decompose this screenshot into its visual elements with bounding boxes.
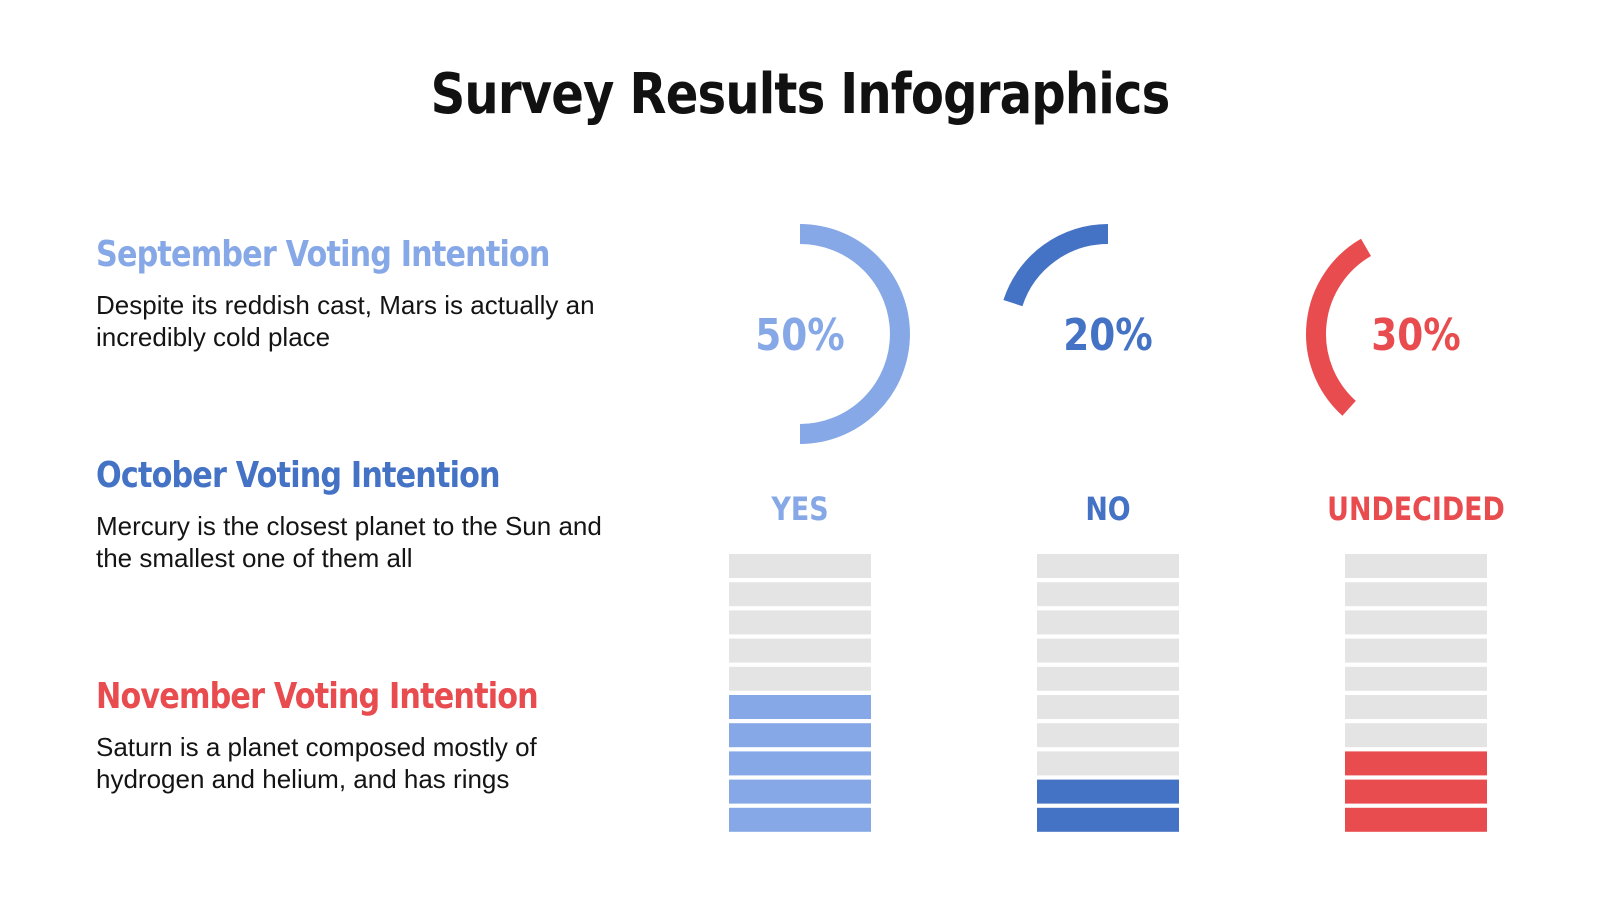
intention-november: November Voting Intention Saturn is a pl… (96, 676, 616, 795)
bar-segment-empty (1345, 695, 1487, 719)
page-title: Survey Results Infographics (430, 62, 1171, 127)
bar-segment-empty (1037, 751, 1179, 776)
bar-segment-empty (1345, 723, 1487, 748)
intention-september: September Voting Intention Despite its r… (96, 234, 616, 353)
intention-text: Despite its reddish cast, Mars is actual… (96, 290, 595, 352)
bar-segment-empty (1345, 554, 1487, 578)
gauge-value-label: 50% (755, 309, 845, 361)
gauge-arc-yes (799, 224, 910, 444)
bar-segment-empty (1345, 638, 1487, 663)
gauge-arc-no (1003, 224, 1109, 307)
bar-segment-filled (1345, 807, 1487, 832)
gauge-value-label: 20% (1063, 309, 1153, 361)
intention-heading: November Voting Intention (96, 676, 539, 717)
bar-segment-empty (1345, 610, 1487, 635)
gauge-arc-undecided (1306, 238, 1372, 416)
intention-october: October Voting Intention Mercury is the … (96, 455, 616, 574)
intention-heading: October Voting Intention (96, 455, 501, 496)
bar-segment-filled (1345, 751, 1487, 776)
intention-text: Saturn is a planet composed mostly of hy… (96, 732, 537, 794)
bar-segment-empty (1037, 610, 1179, 635)
bar-segment-filled (729, 779, 871, 804)
bar-segment-empty (729, 638, 871, 663)
bar-segment-filled (1345, 779, 1487, 804)
bar-segment-empty (1037, 638, 1179, 663)
category-label: YES (771, 491, 829, 528)
intention-heading: September Voting Intention (96, 234, 550, 275)
bar-segment-empty (1345, 666, 1487, 691)
intention-text: Mercury is the closest planet to the Sun… (96, 511, 602, 573)
category-label: NO (1085, 491, 1130, 528)
bar-segment-empty (1037, 695, 1179, 719)
bar-segment-empty (729, 666, 871, 691)
bar-segment-empty (1037, 666, 1179, 691)
bar-segment-filled (729, 807, 871, 832)
bar-segment-empty (1345, 582, 1487, 607)
bar-segment-empty (729, 582, 871, 607)
bar-segment-filled (729, 751, 871, 776)
gauge-value-label: 30% (1371, 309, 1461, 361)
bar-segment-filled (1037, 807, 1179, 832)
bar-segment-empty (1037, 723, 1179, 748)
bar-segment-filled (729, 723, 871, 748)
category-label: UNDECIDED (1327, 491, 1505, 528)
bar-segment-empty (729, 610, 871, 635)
bar-segment-empty (729, 554, 871, 578)
bar-segment-filled (729, 695, 871, 719)
bar-segment-empty (1037, 582, 1179, 607)
bar-segment-filled (1037, 779, 1179, 804)
bar-segment-empty (1037, 554, 1179, 578)
